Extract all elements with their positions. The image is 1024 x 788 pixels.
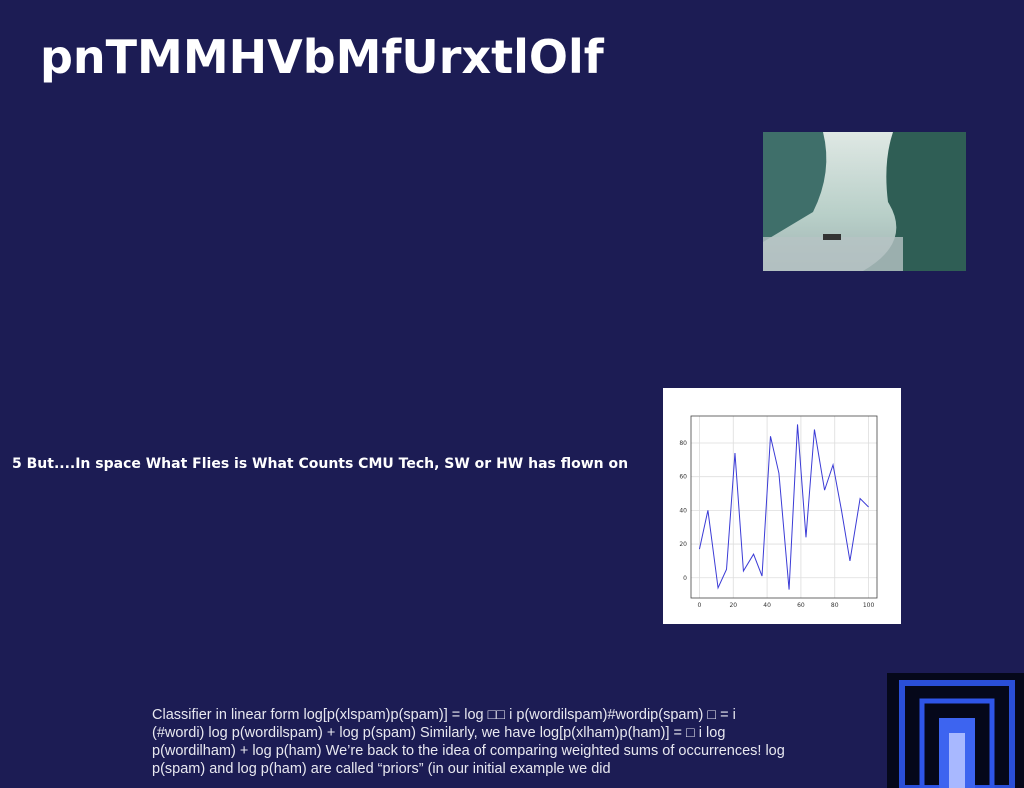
line-chart: 0 20 40 60 80 0 20 40 60 80 100	[663, 388, 901, 624]
x-tick-label: 80	[831, 602, 839, 609]
photo-corridor	[887, 673, 1024, 788]
caption: 5 But....In space What Flies is What Cou…	[12, 456, 629, 472]
data-line	[698, 424, 869, 590]
x-tick-label: 60	[797, 602, 805, 609]
photo-lake	[763, 132, 966, 271]
x-tick-label: 20	[729, 602, 737, 609]
body-text: Classifier in linear form log[p(xlspam)p…	[152, 707, 785, 777]
plot-frame	[690, 415, 878, 599]
y-tick-label: 60	[679, 474, 687, 481]
x-tick-label: 100	[863, 602, 875, 609]
x-tick-label: 0	[698, 602, 702, 609]
y-tick-label: 80	[679, 440, 687, 447]
y-tick-label: 20	[679, 541, 687, 548]
y-tick-label: 0	[683, 575, 687, 582]
slide-title: pnTMMHVbMfUrxtlOlf	[40, 30, 604, 84]
x-tick-label: 40	[763, 602, 771, 609]
y-tick-label: 40	[679, 507, 687, 514]
